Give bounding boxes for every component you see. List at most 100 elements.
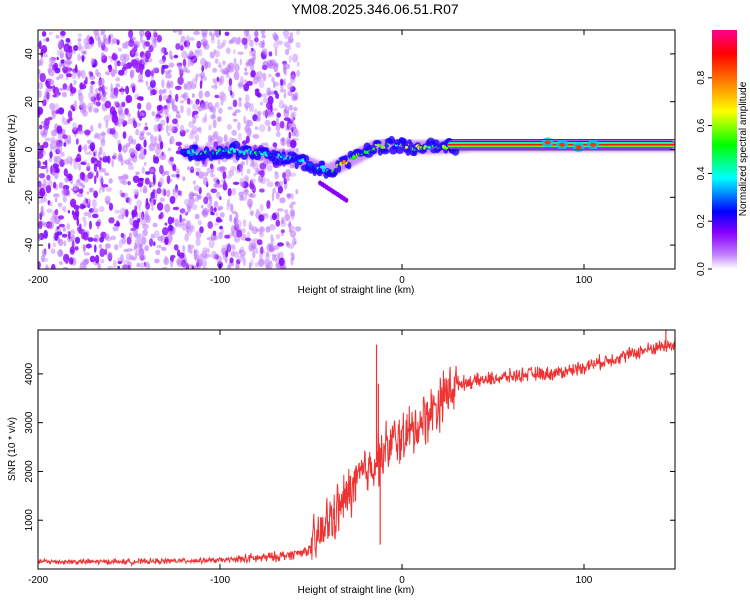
noise-speckle (127, 264, 131, 269)
noise-speckle (243, 30, 250, 37)
noise-speckle (81, 54, 85, 63)
noise-speckle (114, 209, 121, 214)
signal-bump-core (575, 145, 582, 150)
noise-speckle (103, 38, 111, 45)
noise-speckle (185, 69, 191, 74)
noise-speckle (179, 252, 185, 259)
noise-speckle (83, 144, 87, 153)
noise-speckle (115, 77, 121, 82)
noise-speckle (155, 249, 161, 255)
noise-speckle (42, 53, 49, 58)
y-tick-label: 20 (24, 96, 35, 108)
noise-speckle (105, 71, 111, 76)
noise-speckle (285, 241, 290, 246)
colorbar-tick-label: 0.8 (696, 70, 707, 84)
noise-speckle (229, 203, 234, 212)
noise-speckle (74, 236, 81, 244)
noise-speckle (110, 235, 117, 241)
noise-speckle (49, 151, 53, 159)
signal-blob (240, 151, 248, 160)
noise-speckle (144, 245, 150, 252)
noise-speckle (201, 204, 204, 209)
noise-speckle (142, 229, 148, 237)
noise-speckle (181, 223, 187, 231)
noise-speckle (253, 173, 256, 177)
noise-speckle (210, 169, 214, 176)
noise-speckle (38, 40, 42, 50)
noise-speckle (38, 106, 44, 115)
noise-speckle (232, 181, 240, 185)
noise-speckle (241, 37, 248, 45)
noise-speckle (214, 222, 220, 226)
noise-speckle (82, 244, 87, 250)
noise-speckle (266, 164, 273, 172)
noise-speckle (156, 34, 162, 43)
noise-speckle (214, 50, 221, 58)
noise-speckle (290, 139, 297, 149)
noise-speckle (195, 230, 202, 239)
noise-speckle (191, 265, 194, 269)
noise-speckle (38, 233, 42, 242)
noise-speckle (51, 110, 56, 115)
noise-speckle (118, 69, 125, 76)
noise-speckle (118, 239, 123, 248)
noise-speckle (99, 248, 105, 258)
noise-speckle (96, 101, 101, 107)
noise-speckle (83, 264, 87, 269)
noise-speckle (173, 54, 179, 59)
noise-speckle (121, 90, 124, 96)
noise-speckle (175, 93, 179, 102)
noise-speckle (192, 116, 197, 124)
noise-speckle (240, 167, 244, 177)
noise-speckle (78, 145, 82, 153)
noise-speckle (59, 151, 65, 157)
noise-speckle (208, 239, 215, 249)
noise-speckle (63, 142, 67, 147)
signal-blob (246, 145, 252, 151)
signal-blob (337, 164, 342, 173)
noise-speckle (104, 243, 111, 249)
noise-speckle (261, 41, 265, 49)
noise-speckle (108, 178, 113, 184)
noise-speckle (78, 188, 84, 194)
noise-speckle (270, 233, 274, 242)
noise-speckle (136, 182, 144, 188)
noise-speckle (229, 214, 233, 223)
noise-speckle (178, 30, 183, 36)
noise-speckle (259, 258, 266, 265)
noise-speckle (216, 191, 221, 199)
noise-speckle (108, 217, 115, 224)
noise-speckle (288, 131, 292, 139)
noise-speckle (217, 38, 221, 48)
noise-speckle (216, 116, 221, 122)
noise-speckle (102, 86, 108, 91)
noise-speckle (289, 147, 296, 153)
noise-speckle (261, 93, 268, 98)
noise-speckle (74, 104, 78, 111)
noise-speckle (128, 135, 134, 145)
noise-speckle (48, 242, 51, 250)
noise-speckle (271, 120, 277, 127)
noise-speckle (267, 264, 272, 269)
noise-speckle (288, 38, 294, 43)
noise-speckle (199, 226, 204, 234)
noise-speckle (116, 220, 120, 226)
noise-speckle (203, 196, 209, 205)
noise-speckle (182, 263, 189, 269)
noise-speckle (275, 262, 281, 268)
noise-speckle (242, 257, 246, 267)
noise-speckle (271, 192, 275, 202)
noise-speckle (103, 114, 111, 123)
noise-speckle (79, 100, 85, 109)
noise-speckle (87, 102, 94, 111)
noise-speckle (89, 220, 92, 230)
noise-speckle (145, 171, 151, 175)
noise-speckle (144, 161, 147, 166)
colorbar-gradient (712, 30, 737, 269)
noise-speckle (82, 50, 87, 55)
noise-speckle (131, 59, 139, 69)
noise-speckle (280, 79, 284, 86)
noise-speckle (64, 138, 68, 143)
noise-speckle (295, 147, 299, 153)
noise-speckle (104, 172, 110, 176)
